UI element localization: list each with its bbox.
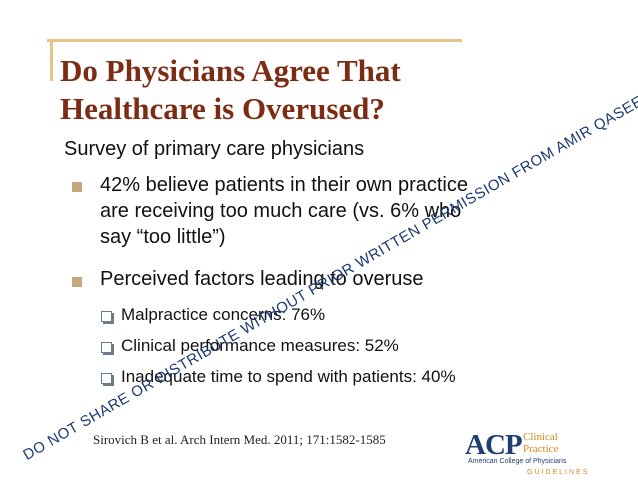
title-line-2: Healthcare is Overused? bbox=[60, 91, 385, 126]
bullet-item-2: Perceived factors leading to overuse bbox=[100, 266, 424, 292]
bullet-1-line-2: are receiving too much care (vs. 6% who bbox=[100, 200, 462, 222]
title-top-rule bbox=[47, 39, 462, 42]
sub-bullet-1: Malpractice concerns: 76% bbox=[121, 305, 326, 324]
bullet-square-icon bbox=[72, 182, 82, 192]
logo-clinical-practice: Clinical Practice bbox=[523, 431, 559, 455]
subtitle: Survey of primary care physicians bbox=[64, 138, 365, 160]
logo-acp-text: ACP bbox=[465, 429, 523, 461]
bullet-square-icon bbox=[72, 277, 82, 287]
acp-logo: ACP Clinical Practice American College o… bbox=[465, 429, 587, 476]
citation: Sirovich B et al. Arch Intern Med. 2011;… bbox=[93, 432, 386, 447]
bullet-1-line-1: 42% believe patients in their own practi… bbox=[100, 174, 468, 196]
logo-college: American College of Physicians bbox=[468, 458, 567, 465]
slide-title: Do Physicians Agree That Healthcare is O… bbox=[60, 52, 401, 128]
logo-guidelines: GUIDELINES bbox=[527, 469, 590, 476]
sub-bullet-3: Inadequate time to spend with patients: … bbox=[121, 367, 456, 386]
bullet-2-line-1: Perceived factors leading to overuse bbox=[100, 268, 424, 290]
title-left-rule bbox=[50, 39, 53, 81]
title-line-1: Do Physicians Agree That bbox=[60, 53, 401, 88]
sub-bullet-2: Clinical performance measures: 52% bbox=[121, 336, 399, 355]
bullet-item-1: 42% believe patients in their own practi… bbox=[100, 172, 468, 250]
checkbox-bullet-icon bbox=[101, 342, 114, 355]
checkbox-bullet-icon bbox=[101, 373, 114, 386]
checkbox-bullet-icon bbox=[101, 311, 114, 324]
bullet-1-line-3: say “too little”) bbox=[100, 226, 226, 248]
